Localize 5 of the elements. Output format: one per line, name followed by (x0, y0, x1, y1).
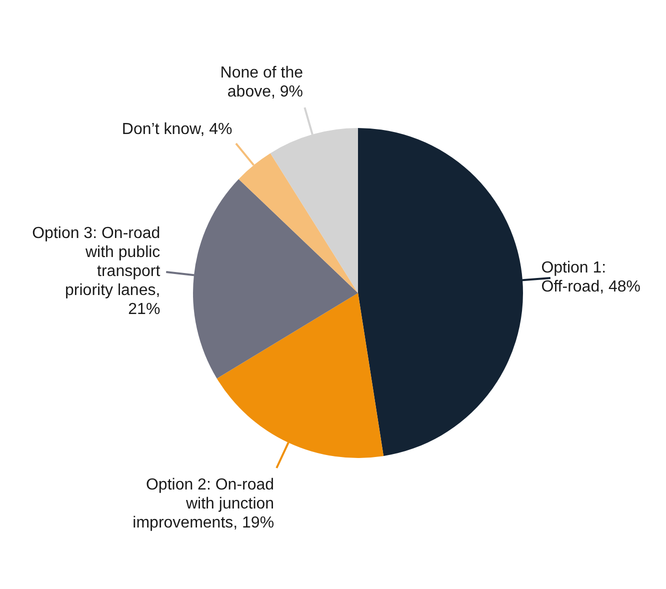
slice-label: Don’t know, 4% (122, 120, 232, 138)
slice-label: Option 2: On-road with junction improvements, 19% (132, 476, 274, 532)
slice-label: Option 1: Off-road, 48% (541, 260, 641, 296)
slice-label: Option 3: On-road with public transport priority lanes, 21% (32, 224, 161, 318)
slice-label: None of the above, 9% (220, 64, 304, 101)
